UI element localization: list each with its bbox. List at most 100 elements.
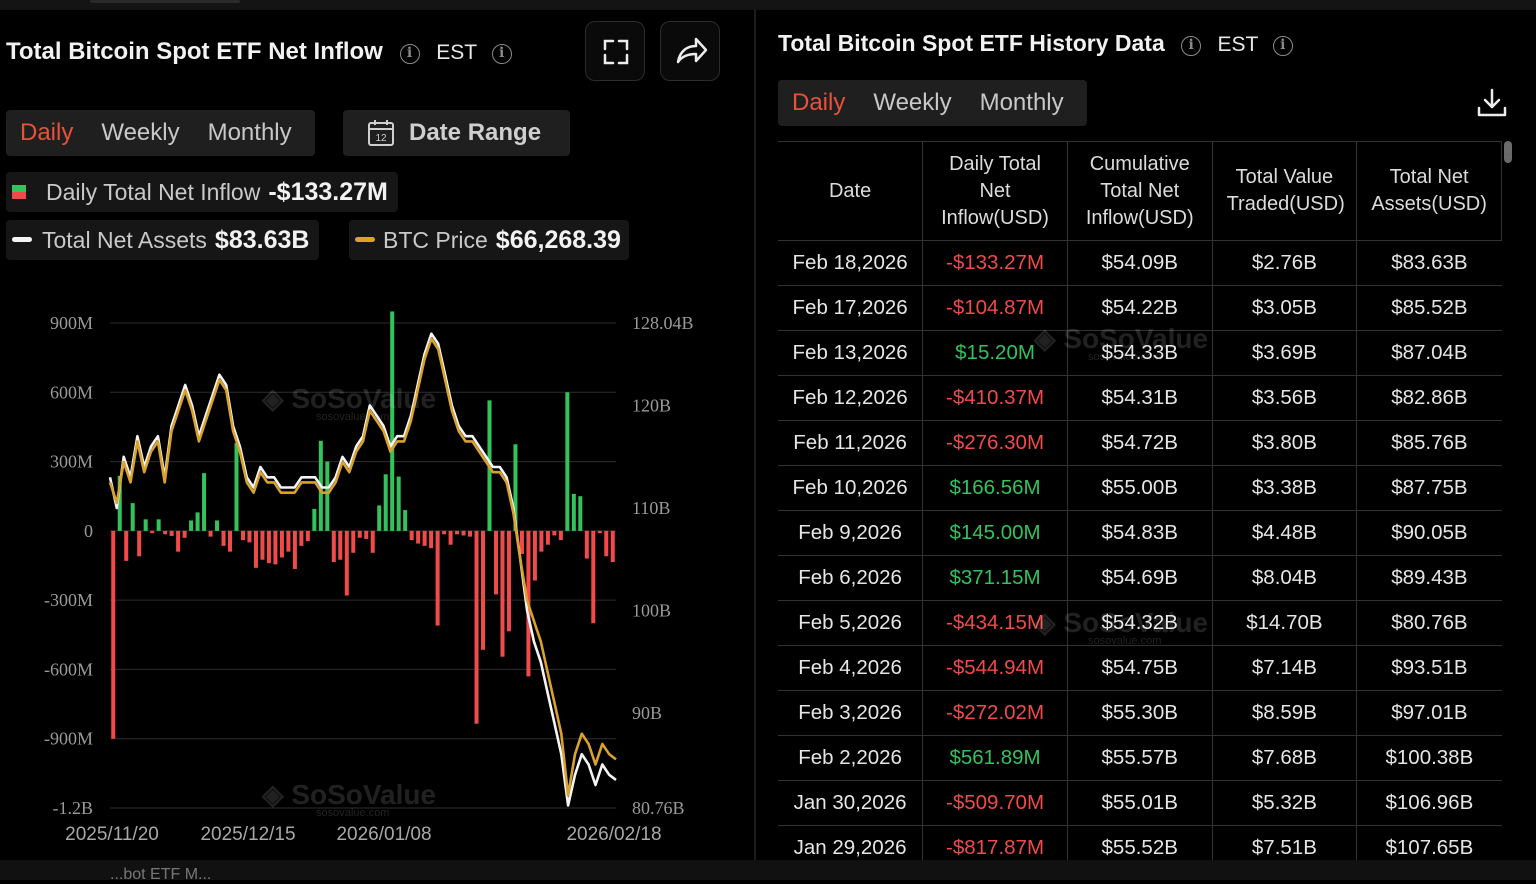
cell-cumulative-net-inflow: $55.01B xyxy=(1066,780,1213,826)
cell-total-value-traded: $3.80B xyxy=(1211,420,1357,466)
tab-weekly[interactable]: Weekly xyxy=(873,89,952,116)
tab-monthly[interactable]: Monthly xyxy=(979,89,1064,116)
table-row[interactable]: Feb 18,2026 -$133.27M $54.09B $2.76B $83.63B xyxy=(778,240,1502,286)
cell-daily-net-inflow: -$544.94M xyxy=(922,645,1068,691)
left-period-tabs: Daily Weekly Monthly xyxy=(6,110,315,156)
table-row[interactable]: Feb 10,2026 $166.56M $55.00B $3.38B $87.75B xyxy=(778,465,1502,511)
cell-total-value-traded: $5.32B xyxy=(1211,780,1357,826)
history-data-panel: Total Bitcoin Spot ETF History Data i ES… xyxy=(756,0,1536,860)
outflow-bar xyxy=(584,530,589,559)
cell-daily-net-inflow: -$133.27M xyxy=(922,240,1068,286)
top-tab-indicator xyxy=(90,0,240,3)
net-inflow-chart[interactable]: 900M 600M 300M 0 -300M -600M -900M -1.2B 128.04B… xyxy=(0,280,754,860)
cell-date: Feb 4,2026 xyxy=(778,645,923,691)
table-row[interactable]: Jan 30,2026 -$509.70M $55.01B $5.32B $106.96… xyxy=(778,780,1502,826)
share-button[interactable] xyxy=(660,21,720,81)
timezone-label: EST xyxy=(1217,33,1259,56)
cell-cumulative-net-inflow: $54.72B xyxy=(1066,420,1213,466)
table-row[interactable]: Feb 9,2026 $145.00M $54.83B $4.48B $90.05B xyxy=(778,510,1502,556)
outflow-bar xyxy=(124,530,129,561)
table-row[interactable]: Feb 17,2026 -$104.87M $54.22B $3.05B $85.52B xyxy=(778,285,1502,331)
col-date[interactable]: Date xyxy=(778,141,924,241)
inflow-bar xyxy=(383,474,388,531)
outflow-bar xyxy=(461,530,466,536)
outflow-bar xyxy=(422,530,427,546)
timezone-label: EST xyxy=(436,41,478,64)
tab-weekly[interactable]: Weekly xyxy=(101,119,180,146)
cell-cumulative-net-inflow: $54.69B xyxy=(1066,555,1213,601)
inflow-bar xyxy=(143,519,148,531)
cell-daily-net-inflow: -$509.70M xyxy=(922,780,1068,826)
tab-monthly[interactable]: Monthly xyxy=(207,119,292,146)
inflow-bar xyxy=(578,496,583,531)
table-row[interactable]: Feb 12,2026 -$410.37M $54.31B $3.56B $82.86B xyxy=(778,375,1502,421)
y-left-tick-label: -600M xyxy=(44,659,93,679)
y-left-tick-label: 600M xyxy=(50,382,93,402)
cell-date: Feb 10,2026 xyxy=(778,465,923,511)
timezone-info-icon[interactable]: i xyxy=(1272,36,1293,56)
tab-daily[interactable]: Daily xyxy=(20,119,74,146)
y-right-tick-label: 120B xyxy=(632,395,671,415)
download-icon[interactable] xyxy=(1475,86,1509,120)
outflow-bar xyxy=(435,530,440,626)
inflow-bar xyxy=(156,519,161,531)
cell-total-value-traded: $3.69B xyxy=(1211,330,1357,376)
info-icon[interactable]: i xyxy=(399,44,420,64)
table-row[interactable]: Feb 13,2026 $15.20M $54.33B $3.69B $87.04B xyxy=(778,330,1502,376)
cell-total-value-traded: $3.05B xyxy=(1211,285,1357,331)
total-net-assets-value: $83.63B xyxy=(214,225,310,254)
tab-daily[interactable]: Daily xyxy=(792,89,846,116)
table-row[interactable]: Feb 5,2026 -$434.15M $54.32B $14.70B $80.76B xyxy=(778,600,1502,646)
table-row[interactable]: Feb 11,2026 -$276.30M $54.72B $3.80B $85.76B xyxy=(778,420,1502,466)
outflow-bar xyxy=(519,530,524,554)
cell-daily-net-inflow: $371.15M xyxy=(922,555,1068,601)
table-scroll-thumb[interactable] xyxy=(1504,141,1512,163)
outflow-bar xyxy=(182,530,187,538)
right-title-row: Total Bitcoin Spot ETF History Data i ES… xyxy=(778,30,1293,57)
outflow-bar xyxy=(539,530,544,552)
cell-total-net-assets: $97.01B xyxy=(1356,690,1502,736)
table-scrollbar[interactable] xyxy=(1502,141,1514,860)
timezone-info-icon[interactable]: i xyxy=(491,44,512,64)
col-cumulative-net-inflow[interactable]: Cumulative Total Net Inflow(USD) xyxy=(1066,141,1213,241)
date-range-label: Date Range xyxy=(409,119,542,146)
outflow-bar xyxy=(532,530,537,581)
info-icon[interactable]: i xyxy=(1181,36,1202,56)
cell-date: Feb 9,2026 xyxy=(778,510,923,556)
inflow-bar xyxy=(513,444,518,531)
col-total-net-assets[interactable]: Total Net Assets(USD) xyxy=(1356,141,1502,241)
outflow-bar xyxy=(240,530,245,541)
table-row[interactable]: Feb 2,2026 $561.89M $55.57B $7.68B $100.38B xyxy=(778,735,1502,781)
btc-legend-icon xyxy=(355,237,375,242)
share-icon xyxy=(676,37,708,64)
outflow-bar xyxy=(137,530,142,557)
cell-total-value-traded: $7.68B xyxy=(1211,735,1357,781)
cell-total-value-traded: $3.56B xyxy=(1211,375,1357,421)
date-range-button[interactable]: 12 Date Range xyxy=(343,110,570,156)
inflow-bar xyxy=(117,475,122,531)
daily-net-inflow-label: Daily Total Net Inflow xyxy=(46,178,261,205)
table-row[interactable]: Feb 4,2026 -$544.94M $54.75B $7.14B $93.51B xyxy=(778,645,1502,691)
btc-price-label: BTC Price xyxy=(383,226,488,253)
outflow-bar xyxy=(253,530,258,568)
table-row[interactable]: Feb 6,2026 $371.15M $54.69B $8.04B $89.43B xyxy=(778,555,1502,601)
outflow-bar xyxy=(493,530,498,595)
outflow-bar xyxy=(286,530,291,552)
cell-total-net-assets: $82.86B xyxy=(1356,375,1502,421)
cell-daily-net-inflow: -$434.15M xyxy=(922,600,1068,646)
svg-text:12: 12 xyxy=(375,133,387,144)
cell-date: Feb 11,2026 xyxy=(778,420,923,466)
col-total-value-traded[interactable]: Total Value Traded(USD) xyxy=(1211,141,1358,241)
cell-cumulative-net-inflow: $55.52B xyxy=(1066,825,1213,860)
outflow-bar xyxy=(228,530,233,552)
left-title-row: Total Bitcoin Spot ETF Net Inflow i EST … xyxy=(6,38,512,66)
fullscreen-button[interactable] xyxy=(585,21,645,81)
col-daily-net-inflow[interactable]: Daily Total Net Inflow(USD) xyxy=(922,141,1068,241)
y-right-tick-label: 128.04B xyxy=(632,313,694,333)
table-row[interactable]: Feb 3,2026 -$272.02M $55.30B $8.59B $97.01B xyxy=(778,690,1502,736)
cell-date: Feb 17,2026 xyxy=(778,285,923,331)
inflow-bar xyxy=(377,505,382,531)
outflow-bar xyxy=(279,530,284,558)
table-row[interactable]: Jan 29,2026 -$817.87M $55.52B $7.51B $107.65… xyxy=(778,825,1502,860)
bottom-strip: ...bot ETF M... xyxy=(0,860,1536,883)
